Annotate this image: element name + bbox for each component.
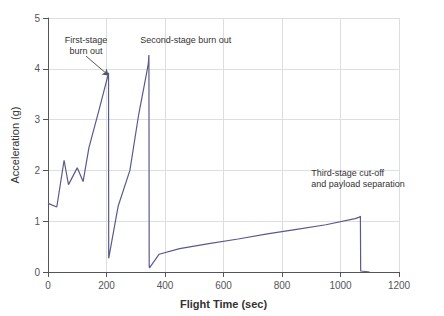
svg-text:1: 1: [34, 216, 40, 227]
svg-text:Second-stage burn out: Second-stage burn out: [140, 35, 232, 45]
svg-text:0: 0: [34, 267, 40, 278]
svg-text:0: 0: [45, 280, 51, 291]
svg-text:First-stage: First-stage: [65, 35, 108, 45]
svg-text:600: 600: [215, 280, 232, 291]
svg-text:Acceleration (g): Acceleration (g): [9, 106, 21, 183]
svg-text:800: 800: [274, 280, 291, 291]
svg-text:1200: 1200: [388, 280, 411, 291]
svg-text:Third-stage cut-off: Third-stage cut-off: [311, 168, 384, 178]
svg-text:Flight Time (sec): Flight Time (sec): [180, 298, 268, 310]
svg-text:4: 4: [34, 63, 40, 74]
svg-text:5: 5: [34, 13, 40, 24]
svg-text:and payload separation: and payload separation: [311, 179, 405, 189]
svg-text:200: 200: [98, 280, 115, 291]
svg-text:3: 3: [34, 114, 40, 125]
svg-text:400: 400: [157, 280, 174, 291]
svg-text:2: 2: [34, 165, 40, 176]
svg-text:burn out: burn out: [70, 46, 104, 56]
svg-text:1000: 1000: [329, 280, 352, 291]
